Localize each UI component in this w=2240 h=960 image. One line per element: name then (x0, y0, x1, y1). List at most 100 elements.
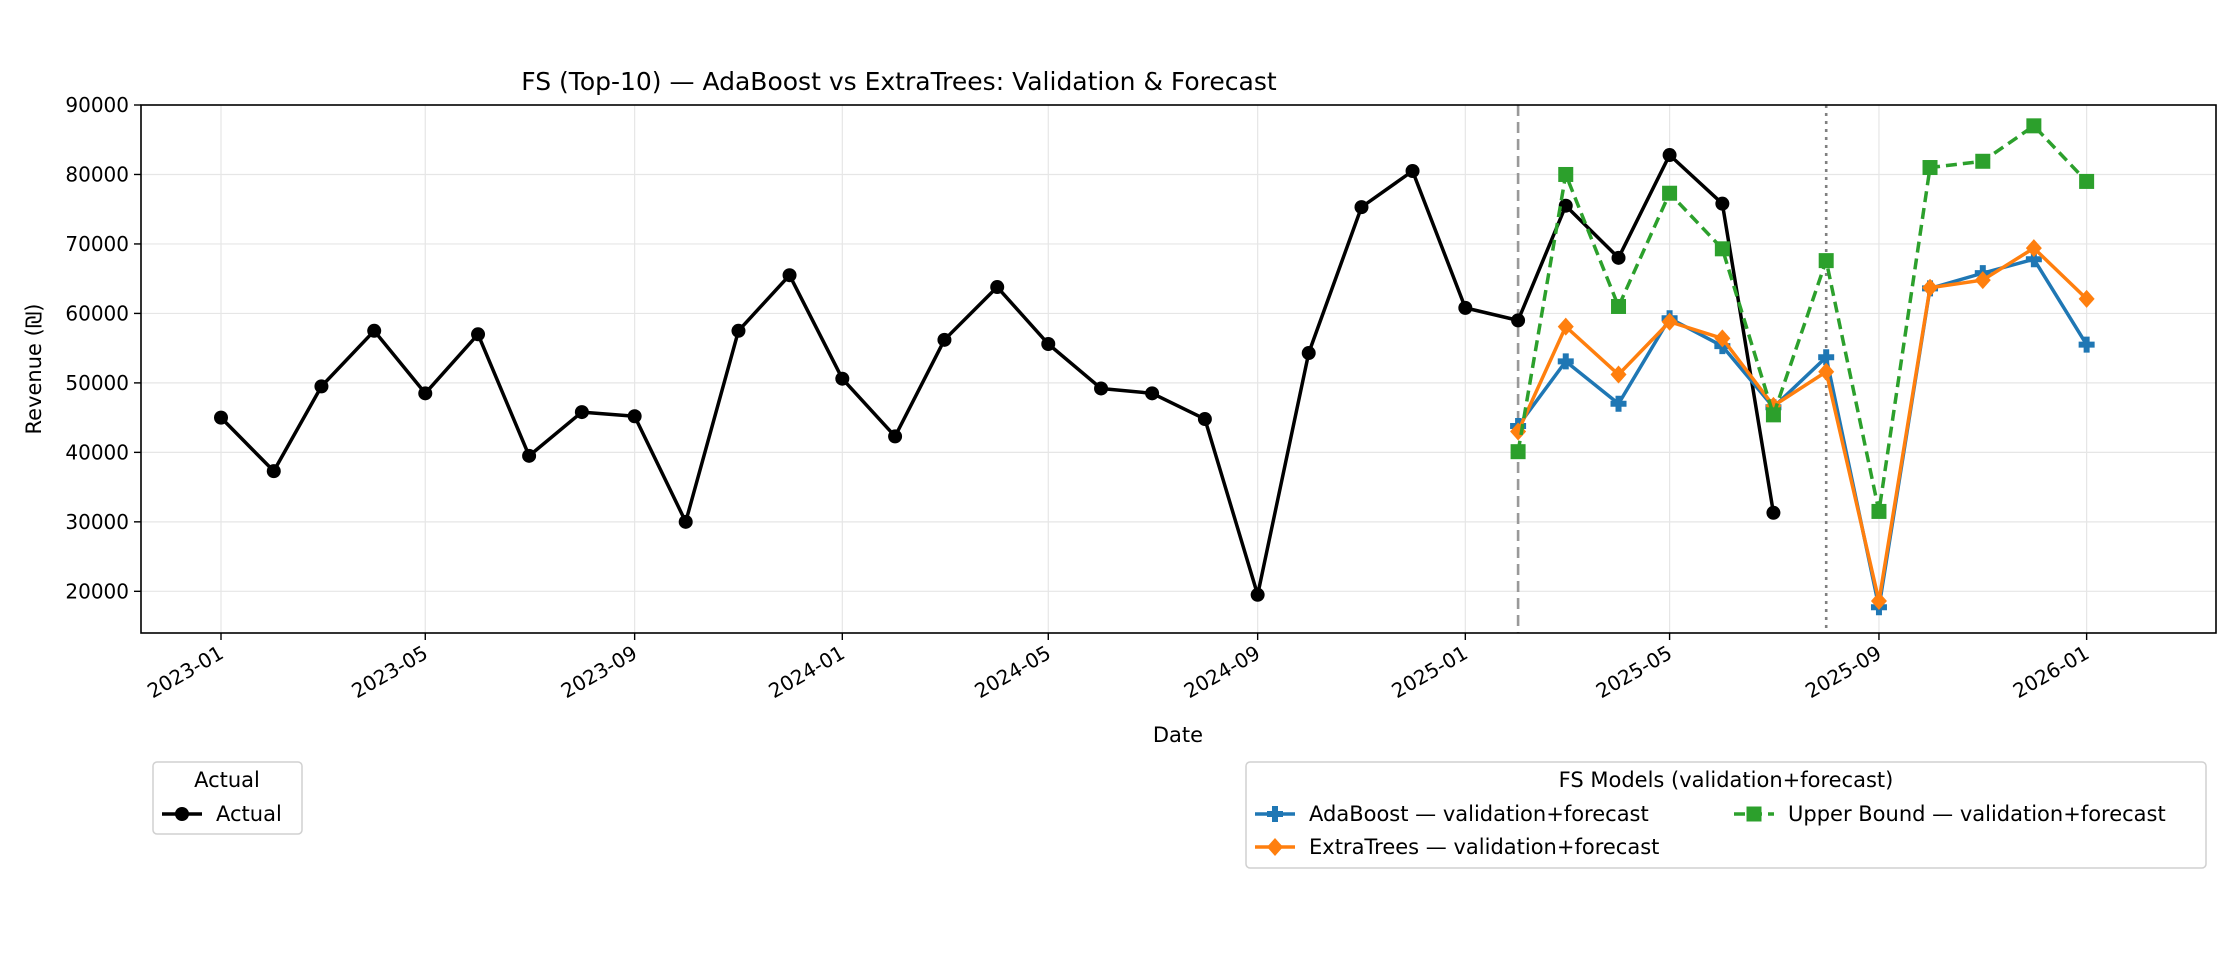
series-line (1516, 246, 2088, 603)
x-tick-label: 2023-01 (143, 641, 227, 704)
y-tick-label: 40000 (65, 440, 129, 464)
x-tick-label: 2023-05 (347, 641, 431, 704)
data-point (1715, 196, 1730, 211)
legend-entry-upper-bound: Upper Bound — validation+forecast (1734, 802, 2166, 826)
x-tick-label: 2024-09 (1180, 641, 1264, 704)
y-tick-label: 80000 (65, 162, 129, 186)
data-point (471, 327, 486, 342)
data-point (990, 280, 1005, 295)
legend-models: FS Models (validation+forecast) AdaBoost… (1245, 761, 2207, 869)
data-point (1714, 241, 1730, 257)
x-tick-label: 2025-09 (1801, 641, 1885, 704)
data-point (1558, 198, 1573, 213)
data-point (1818, 362, 1835, 381)
x-tick-label: 2023-09 (557, 641, 641, 704)
data-point (574, 405, 589, 420)
data-point (1922, 278, 1939, 297)
data-point (2025, 251, 2042, 268)
x-axis-label: Date (1153, 723, 1203, 747)
series-line (1516, 124, 2088, 514)
data-point (2079, 173, 2095, 189)
data-point (1557, 353, 1574, 370)
data-point (1765, 407, 1781, 423)
legend-marker (1267, 838, 1283, 856)
legend-models-entries: AdaBoost — validation+forecast ExtraTrees… (1255, 802, 2166, 859)
data-point (627, 409, 642, 424)
y-tick-label: 70000 (65, 232, 129, 256)
y-tick-label: 60000 (65, 301, 129, 325)
grid (141, 104, 2216, 633)
data-point (1511, 313, 1526, 328)
data-point (214, 410, 229, 425)
data-point (1405, 164, 1420, 178)
data-point (1610, 395, 1627, 412)
data-point (522, 448, 537, 463)
y-tick-label: 50000 (65, 371, 129, 395)
data-point (1975, 153, 1991, 169)
data-point (888, 429, 903, 444)
data-point (266, 464, 281, 479)
data-point (1354, 200, 1369, 215)
legend-actual-entries: Actual (162, 802, 282, 826)
data-point (1611, 298, 1627, 314)
legend-actual: Actual Actual (152, 761, 303, 835)
series-1 (1510, 251, 2095, 616)
data-point (1458, 300, 1473, 315)
data-point (1557, 317, 1574, 336)
data-point (1250, 587, 1265, 602)
data-point (1870, 592, 1887, 611)
data-point (418, 386, 433, 401)
legend-marker (1746, 806, 1762, 822)
data-point (1558, 166, 1574, 182)
data-point (1662, 148, 1677, 163)
data-point (1818, 253, 1834, 269)
data-point (1610, 365, 1627, 384)
legend-label: Actual (216, 802, 282, 826)
data-point (314, 379, 329, 394)
data-point (1094, 381, 1109, 396)
data-point (367, 323, 382, 338)
x-tick-label: 2025-01 (1387, 641, 1471, 704)
legend-label: ExtraTrees — validation+forecast (1309, 835, 1659, 859)
legend-entry-extratrees: ExtraTrees — validation+forecast (1255, 835, 1659, 859)
y-axis-label: Revenue (₪) (22, 304, 46, 435)
data-point (835, 371, 850, 386)
data-point (1197, 412, 1212, 427)
legend-label: Upper Bound — validation+forecast (1788, 802, 2166, 826)
data-point (1510, 444, 1526, 460)
x-tick-label: 2024-01 (764, 641, 848, 704)
legend-label: AdaBoost — validation+forecast (1309, 802, 1649, 826)
series-line (219, 153, 1776, 597)
plot-frame (140, 104, 2217, 634)
series-2 (1510, 239, 2095, 611)
chart-title: FS (Top-10) — AdaBoost vs ExtraTrees: Va… (521, 67, 1277, 96)
legend-marker (1267, 806, 1283, 822)
data-point (1766, 505, 1781, 520)
legend-entry-adaboost: AdaBoost — validation+forecast (1255, 802, 1649, 826)
data-point (1871, 503, 1887, 519)
y-axis: 20000 30000 40000 50000 60000 70000 80000 90000 (65, 93, 141, 603)
legend-actual-box (152, 761, 303, 835)
legend-actual-title: Actual (194, 768, 260, 792)
data-point (2026, 118, 2042, 134)
y-tick-label: 30000 (65, 510, 129, 534)
data-point (678, 514, 693, 529)
data-point (1611, 250, 1626, 265)
series-line (1516, 257, 2089, 610)
series-layer (214, 118, 2095, 616)
y-tick-label: 20000 (65, 579, 129, 603)
x-axis: 2023-01 2023-05 2023-09 2024-01 2024-05 2024-… (143, 633, 2093, 703)
legend-entry-actual: Actual (162, 802, 282, 826)
x-tick-label: 2026-01 (2009, 641, 2093, 704)
x-tick-label: 2024-05 (970, 641, 1054, 704)
data-point (1714, 329, 1731, 348)
legend-models-title: FS Models (validation+forecast) (1559, 768, 1894, 792)
data-point (1301, 346, 1316, 361)
series-0 (214, 148, 1781, 602)
data-point (1041, 336, 1056, 351)
data-point (1145, 386, 1160, 401)
data-point (1661, 312, 1678, 331)
data-point (2025, 239, 2042, 258)
data-point (1818, 349, 1835, 366)
